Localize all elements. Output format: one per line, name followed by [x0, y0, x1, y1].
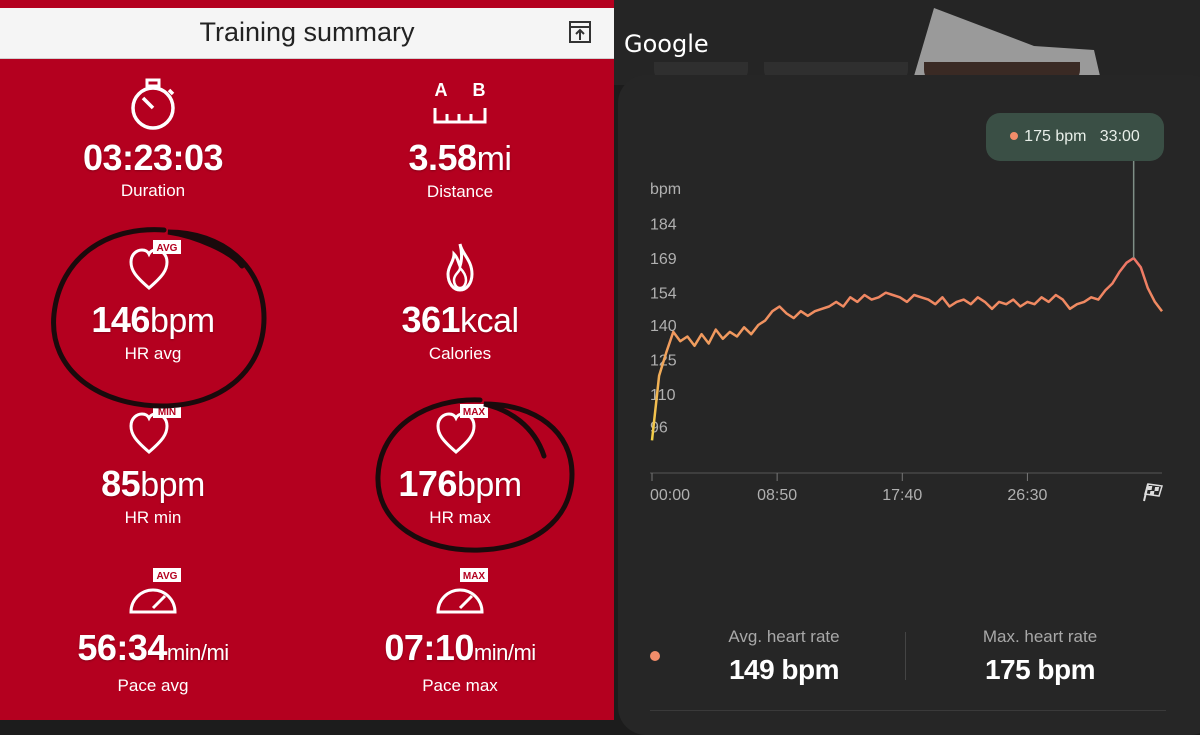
metric-value: 56:34min/mi — [77, 627, 229, 668]
badge-max: MAX — [463, 571, 486, 582]
divider — [905, 632, 906, 680]
heart-avg-icon: AVG — [129, 240, 181, 290]
avg-heart-rate-label: Avg. heart rate — [728, 627, 840, 646]
chart-tooltip: 175 bpm 33:00 — [986, 113, 1164, 161]
badge-avg: AVG — [157, 571, 178, 582]
metric-label: Pace max — [422, 676, 498, 695]
heart-min-icon: MIN — [129, 404, 181, 454]
training-summary-panel: Training summary 03:23:03 Duration A B 3… — [0, 0, 614, 720]
metric-label: HR max — [429, 508, 491, 527]
gauge-avg-icon: AVG — [129, 568, 181, 614]
series-dot — [1010, 131, 1019, 140]
metric-pace-max: MAX 07:10min/mi Pace max — [310, 568, 610, 697]
metric-label: HR min — [124, 508, 182, 527]
metric-value: 85bpm — [101, 463, 205, 505]
max-heart-rate-value: 175 bpm — [984, 654, 1096, 685]
title-bar: Training summary — [0, 8, 614, 59]
metric-calories: 361kcal Calories — [310, 240, 610, 365]
x-tick-label: 00:00 — [650, 487, 690, 504]
badge-avg: AVG — [157, 243, 178, 254]
metric-value: 361kcal — [401, 299, 519, 341]
metric-label: Pace avg — [117, 676, 189, 695]
metric-hr-min: MIN 85bpm HR min — [3, 404, 303, 529]
metric-value: 146bpm — [91, 299, 215, 341]
metric-label: HR avg — [124, 344, 182, 363]
google-heart-rate-panel: Google bpm 184 169 154 140 125 110 96 00:00 08:50… — [614, 0, 1200, 735]
max-heart-rate-label: Max. heart rate — [982, 627, 1098, 646]
export-icon[interactable] — [568, 20, 592, 44]
checkered-flag-icon — [1143, 483, 1163, 502]
badge-b: B — [473, 80, 486, 100]
a-b-distance-icon: A B — [433, 80, 487, 124]
metric-value: 03:23:03 — [82, 137, 224, 178]
x-tick-label: 08:50 — [757, 487, 797, 504]
metric-label: Distance — [426, 182, 494, 201]
metric-hr-max: MAX 176bpm HR max — [310, 404, 610, 529]
x-tick-label: 26:30 — [1007, 487, 1047, 504]
heart-rate-line — [650, 256, 1163, 441]
metric-label: Duration — [120, 181, 186, 200]
metric-value: 07:10min/mi — [384, 627, 536, 668]
metric-pace-avg: AVG 56:34min/mi Pace avg — [3, 568, 303, 697]
metric-label: Calories — [428, 344, 492, 363]
stopwatch-icon — [131, 78, 175, 130]
metric-duration: 03:23:03 Duration — [3, 78, 303, 202]
metric-hr-avg: AVG 146bpm HR avg — [3, 240, 303, 365]
flame-icon — [446, 243, 474, 292]
badge-min: MIN — [158, 407, 176, 418]
google-logo: Google — [624, 30, 709, 58]
metric-value: 176bpm — [398, 463, 522, 505]
badge-a: A — [435, 80, 448, 100]
y-axis-label: bpm — [650, 181, 681, 198]
heart-max-icon: MAX — [436, 404, 488, 454]
divider — [650, 710, 1166, 711]
metric-value: 3.58mi — [408, 137, 512, 179]
avg-heart-rate-value: 149 bpm — [728, 654, 840, 685]
heart-rate-card — [618, 75, 1200, 735]
series-dot — [650, 651, 660, 661]
page-title: Training summary — [199, 17, 415, 47]
badge-max: MAX — [463, 407, 486, 418]
y-tick-label: 110 — [650, 387, 676, 404]
decorative-shape — [914, 8, 1100, 76]
y-tick-label: 184 — [650, 216, 677, 233]
y-tick-label: 169 — [650, 251, 677, 268]
gauge-max-icon: MAX — [436, 568, 488, 614]
metric-distance: A B 3.58mi Distance — [310, 78, 610, 203]
x-tick-label: 17:40 — [882, 487, 922, 504]
y-tick-label: 154 — [650, 286, 677, 303]
y-tick-label: 140 — [650, 318, 677, 335]
